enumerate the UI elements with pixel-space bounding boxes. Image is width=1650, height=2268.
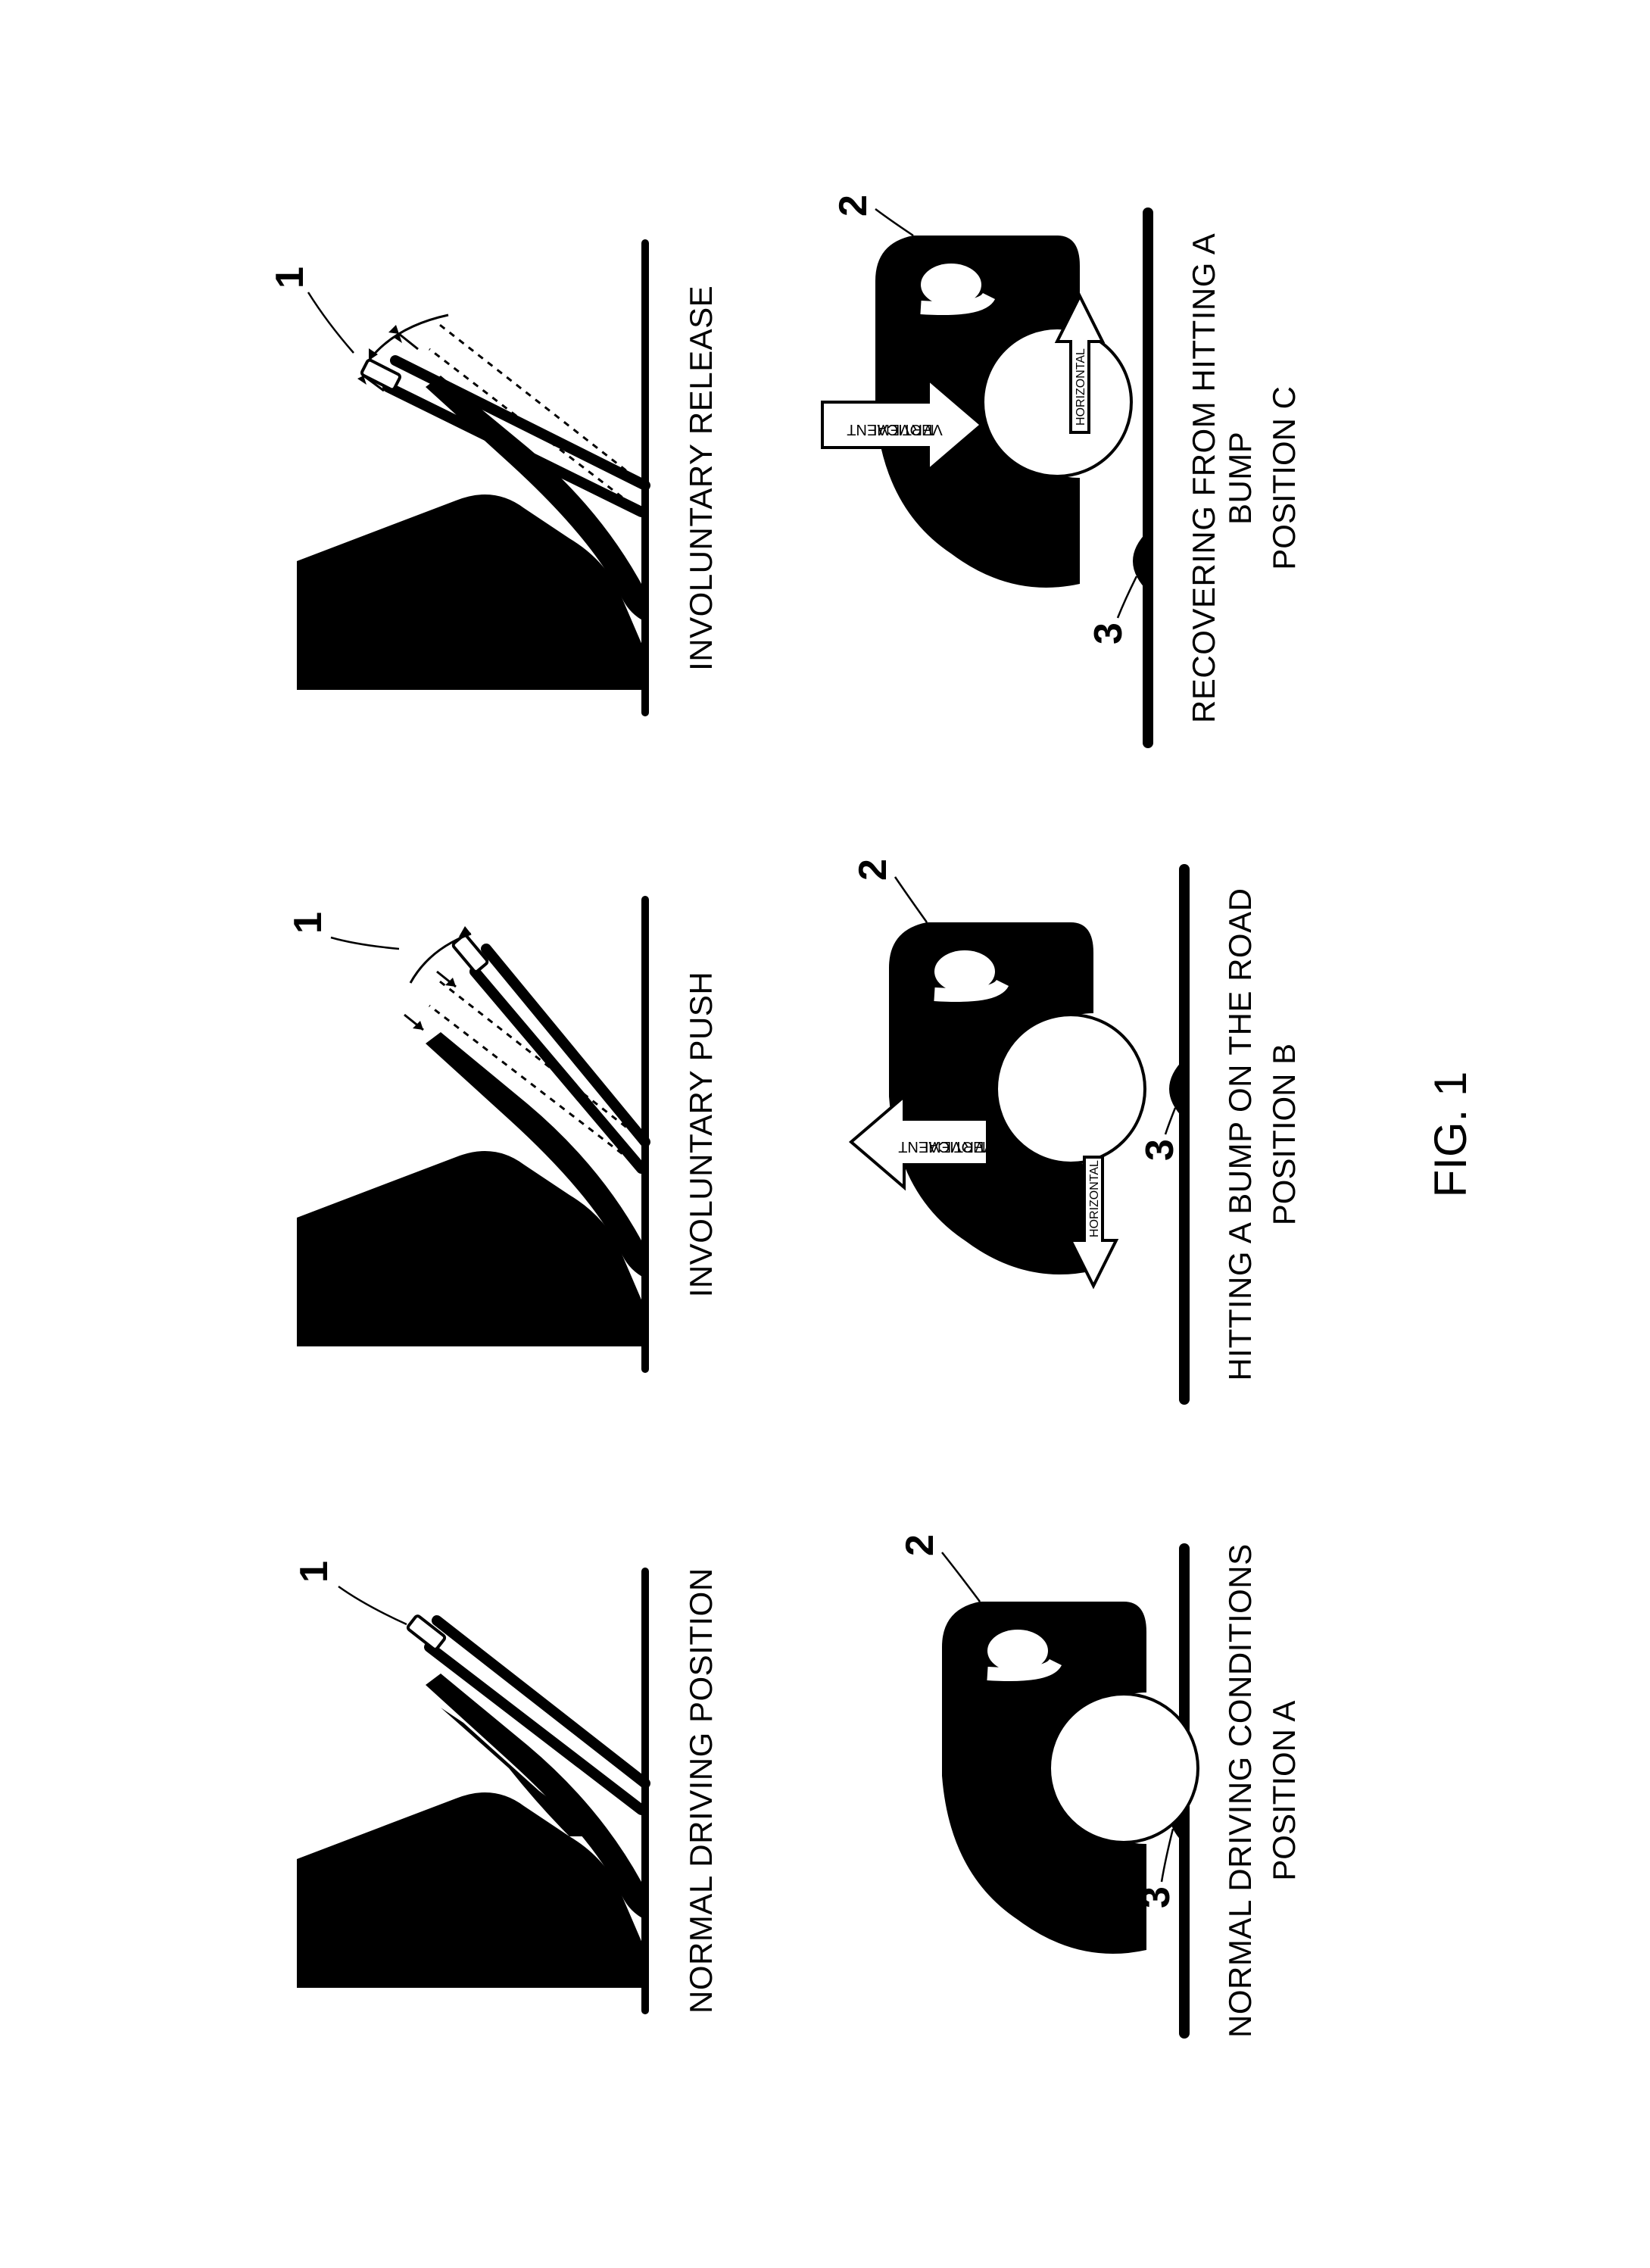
car-panel-b: VERTICAL MOVEMENT HORIZONTAL 2 3 HITTING… bbox=[836, 824, 1302, 1445]
ref-2-c: 2 bbox=[831, 195, 875, 217]
figure-label: FIG. 1 bbox=[1424, 1071, 1477, 1197]
v-arrow-text-c2: MOVEMENT bbox=[847, 421, 934, 438]
v-arrow-text-b2: MOVEMENT bbox=[898, 1138, 986, 1155]
car-panel-c: VERTICAL MOVEMENT HORIZONTAL 2 3 RECOVER… bbox=[800, 167, 1302, 788]
car-svg-c: VERTICAL MOVEMENT HORIZONTAL 2 3 bbox=[800, 190, 1163, 766]
caption-release: INVOLUNTARY RELEASE bbox=[683, 285, 719, 670]
foot-svg-push: 1 bbox=[267, 877, 660, 1392]
ref-1-c: 1 bbox=[268, 267, 312, 289]
car-panel-a: 2 3 NORMAL DRIVING CONDITIONS POSITION A bbox=[866, 1480, 1302, 2101]
foot-svg-release: 1 bbox=[267, 220, 660, 735]
position-b: POSITION B bbox=[1266, 1043, 1302, 1224]
ref-1: 1 bbox=[292, 1560, 336, 1582]
bottom-row: 2 3 NORMAL DRIVING CONDITIONS POSITION A bbox=[810, 150, 1302, 2119]
car-svg-a: 2 3 bbox=[866, 1525, 1199, 2055]
ref-1-b: 1 bbox=[286, 912, 330, 934]
foot-panel-normal: 1 NORMAL DRIVING POSITION bbox=[267, 1480, 719, 2101]
caption-pos-c: RECOVERING FROM HITTING A BUMP bbox=[1186, 232, 1259, 722]
position-a: POSITION A bbox=[1266, 1700, 1302, 1880]
caption-pos-a: NORMAL DRIVING CONDITIONS bbox=[1222, 1543, 1259, 2038]
figure-page: 1 NORMAL DRIVING POSITION bbox=[144, 150, 1507, 2119]
car-svg-b: VERTICAL MOVEMENT HORIZONTAL 2 3 bbox=[836, 847, 1199, 1422]
position-c: POSITION C bbox=[1266, 386, 1302, 570]
caption-normal-driving: NORMAL DRIVING POSITION bbox=[683, 1568, 719, 2014]
caption-push: INVOLUNTARY PUSH bbox=[683, 971, 719, 1296]
ref-3-c: 3 bbox=[1087, 622, 1131, 644]
ref-2-b: 2 bbox=[851, 859, 895, 881]
foot-panel-release: 1 INVOLUNTARY RELEASE bbox=[267, 167, 719, 788]
foot-panel-push: 1 INVOLUNTARY PUSH bbox=[267, 824, 719, 1445]
top-row: 1 NORMAL DRIVING POSITION bbox=[189, 150, 719, 2119]
foot-svg-normal: 1 bbox=[267, 1548, 660, 2032]
ref-2-a: 2 bbox=[898, 1533, 942, 1555]
ref-3-a: 3 bbox=[1134, 1886, 1178, 1908]
h-arrow-text-c: HORIZONTAL bbox=[1075, 348, 1087, 426]
caption-pos-b: HITTING A BUMP ON THE ROAD bbox=[1222, 888, 1259, 1380]
h-arrow-text-b: HORIZONTAL bbox=[1088, 1159, 1101, 1237]
ref-3-b: 3 bbox=[1138, 1139, 1182, 1161]
